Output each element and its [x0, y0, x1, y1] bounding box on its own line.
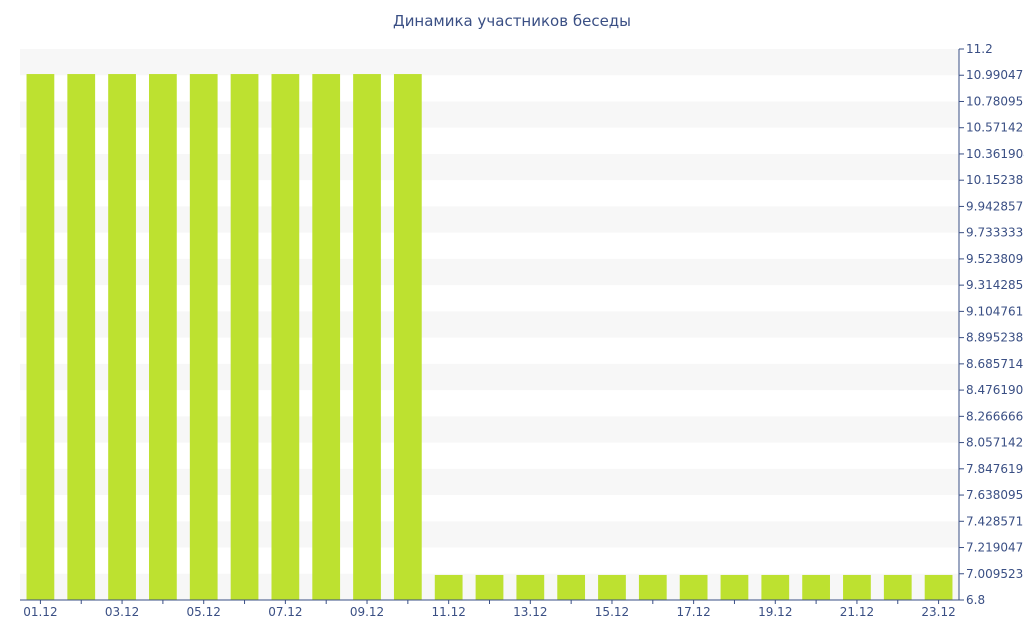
x-tick-label: 13.12	[513, 605, 547, 619]
x-tick-label: 23.12	[921, 605, 955, 619]
bar-08.12	[312, 74, 341, 600]
bar-23.12	[924, 574, 953, 600]
bar-18.12	[720, 574, 749, 600]
bar-07.12	[271, 74, 300, 600]
y-tick-label: 10.361904	[966, 147, 1024, 161]
bar-22.12	[883, 574, 912, 600]
bar-10.12	[393, 74, 422, 600]
bar-01.12	[26, 74, 55, 600]
y-tick-label: 9.523809	[966, 252, 1023, 266]
bar-11.12	[434, 574, 463, 600]
y-tick-label: 9.942857	[966, 199, 1023, 213]
y-tick-label: 8.266666	[966, 409, 1023, 423]
bar-03.12	[108, 74, 136, 600]
bar-04.12	[149, 74, 177, 600]
bar-14.12	[557, 574, 586, 600]
y-tick-label: 11.2	[966, 42, 993, 56]
y-tick-label: 7.428571	[966, 514, 1023, 528]
y-tick-label: 9.104761	[966, 304, 1023, 318]
bar-13.12	[516, 574, 545, 600]
x-tick-label: 15.12	[595, 605, 629, 619]
bar-17.12	[679, 574, 708, 600]
y-tick-label: 10.152380	[966, 173, 1024, 187]
x-tick-label: 03.12	[105, 605, 139, 619]
bar-20.12	[802, 574, 830, 600]
y-tick-label: 6.8	[966, 593, 985, 607]
y-tick-label: 8.895238	[966, 331, 1023, 345]
x-tick-label: 09.12	[350, 605, 384, 619]
bar-16.12	[638, 574, 667, 600]
y-tick-label: 8.476190	[966, 383, 1023, 397]
grid-band	[20, 49, 959, 76]
y-tick-label: 8.685714	[966, 357, 1023, 371]
chart-title: Динамика участников беседы	[392, 12, 632, 30]
bar-09.12	[353, 74, 381, 600]
y-tick-label: 9.733333	[966, 226, 1023, 240]
bar-21.12	[843, 574, 871, 600]
x-tick-label: 21.12	[840, 605, 874, 619]
y-tick-label: 8.057142	[966, 436, 1023, 450]
x-tick-label: 07.12	[268, 605, 302, 619]
x-tick-label: 05.12	[187, 605, 221, 619]
y-tick-label: 7.638095	[966, 488, 1023, 502]
y-tick-label: 10.990476	[966, 68, 1024, 82]
y-tick-label: 7.009523	[966, 567, 1023, 581]
bar-05.12	[189, 74, 218, 600]
bar-15.12	[598, 574, 626, 600]
x-tick-label: 17.12	[676, 605, 710, 619]
bar-02.12	[67, 74, 96, 600]
x-tick-label: 01.12	[23, 605, 57, 619]
y-tick-label: 7.847619	[966, 462, 1023, 476]
bar-06.12	[230, 74, 259, 600]
y-tick-label: 7.219047	[966, 541, 1023, 555]
bar-12.12	[475, 574, 504, 600]
y-tick-label: 10.780952	[966, 94, 1024, 108]
x-tick-label: 11.12	[431, 605, 465, 619]
y-tick-label: 9.314285	[966, 278, 1023, 292]
bar-19.12	[761, 574, 790, 600]
x-tick-label: 19.12	[758, 605, 792, 619]
